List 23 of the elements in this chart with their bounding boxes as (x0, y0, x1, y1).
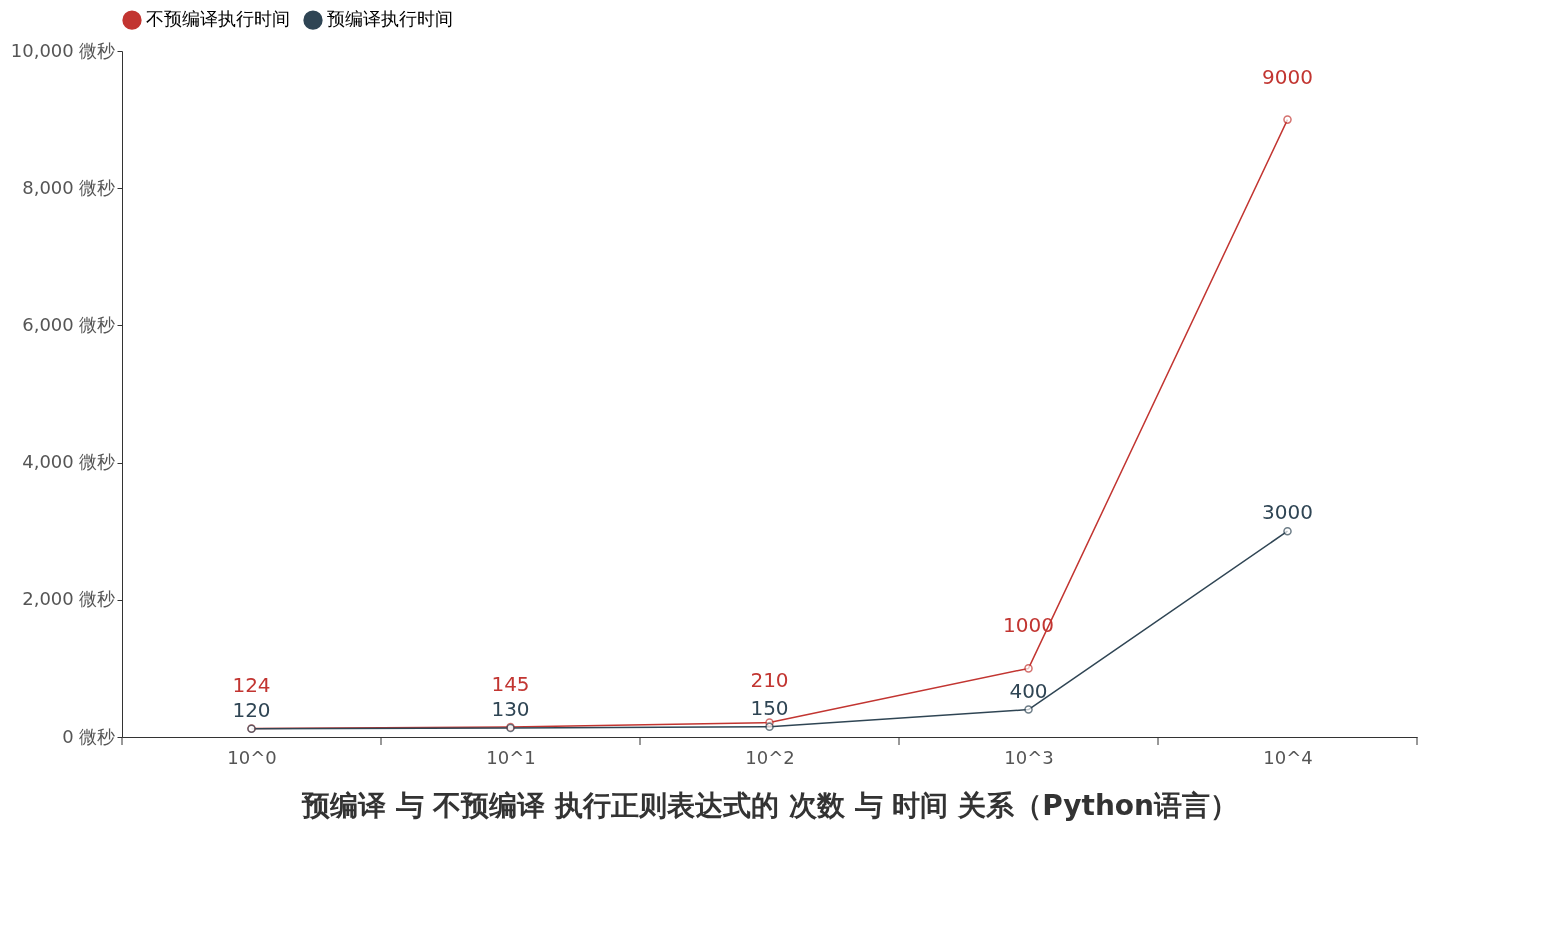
data-label: 130 (491, 697, 530, 722)
data-label: 210 (750, 667, 789, 692)
x-tick-label: 10^2 (745, 746, 795, 768)
x-tick-label: 10^4 (1263, 746, 1313, 768)
data-label: 124 (232, 673, 271, 698)
x-tick-label: 10^1 (486, 746, 536, 768)
y-tick-label: 6,000 微秒 (22, 313, 116, 335)
x-tick-label: 10^3 (1004, 746, 1054, 768)
data-label: 145 (491, 672, 530, 697)
data-label: 9000 (1262, 64, 1313, 89)
y-tick-label: 10,000 微秒 (10, 39, 116, 61)
data-label: 3000 (1262, 500, 1313, 525)
x-axis-title: 预编译 与 不预编译 执行正则表达式的 次数 与 时间 关系（Python语言） (300, 788, 1239, 822)
legend-label: 不预编译执行时间 (146, 8, 290, 30)
y-tick-label: 8,000 微秒 (22, 176, 116, 198)
x-tick-label: 10^0 (227, 746, 277, 768)
data-label: 120 (232, 697, 271, 722)
y-tick-label: 0 微秒 (62, 725, 116, 747)
data-label: 400 (1009, 678, 1048, 703)
y-tick-label: 2,000 微秒 (22, 588, 116, 610)
data-label: 150 (750, 695, 789, 720)
y-tick-label: 4,000 微秒 (22, 451, 116, 473)
legend-label: 预编译执行时间 (327, 8, 453, 30)
